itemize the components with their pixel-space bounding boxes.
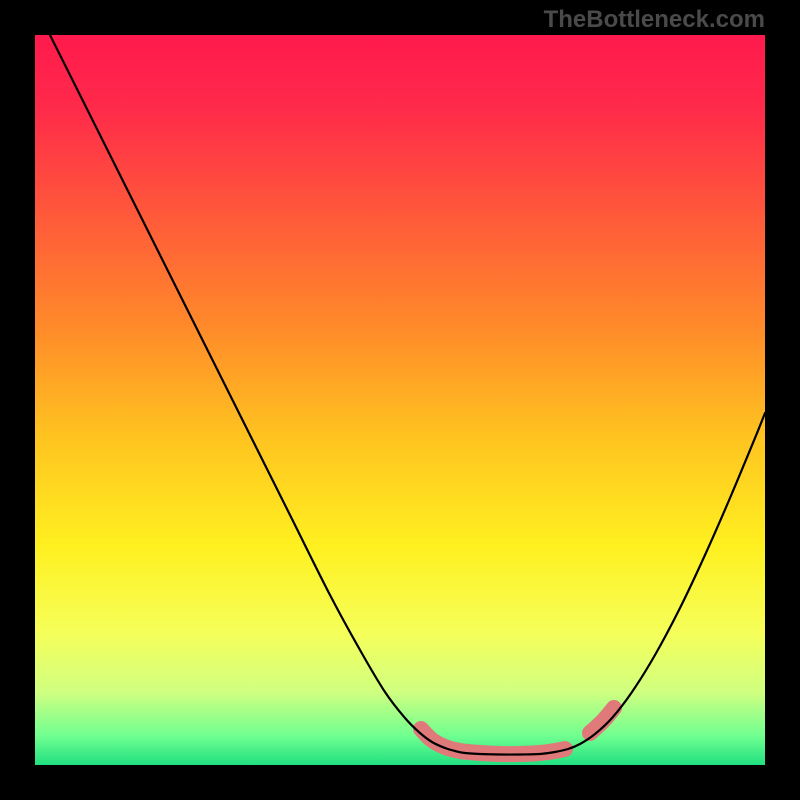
watermark-text: TheBottleneck.com <box>544 6 765 34</box>
gradient-background-panel <box>35 35 765 765</box>
